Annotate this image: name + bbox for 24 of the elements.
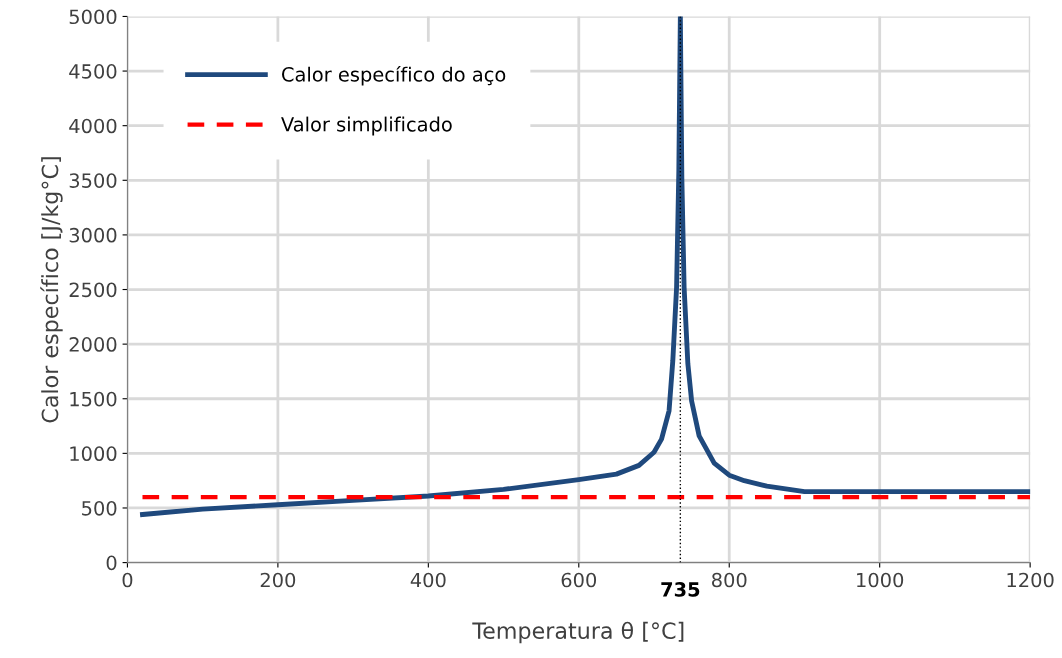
y-tick-label: 500 [82,500,117,516]
x-tick-label: 200 [260,572,296,588]
y-axis-title: Calor específico [J/kg°C] [40,157,63,423]
y-tick-label: 5000 [69,9,117,25]
y-tick-label: 4000 [69,118,117,134]
x-tick-label: 800 [712,572,747,588]
y-tick-label: 1000 [70,446,117,462]
x-tick-label: 400 [410,572,446,588]
legend-label: Calor específico do aço [282,65,506,86]
legend-label: Valor simplificado [281,116,452,136]
x-tick-label: 0 [122,572,133,588]
x-axis-title: Temperatura θ [°C] [472,621,684,644]
x-tick-label: 1200 [1007,572,1054,588]
x-tick-label: 600 [561,572,597,588]
y-tick-label: 2000 [69,337,117,352]
y-tick-label: 0 [106,555,117,571]
y-tick-label: 2500 [69,282,117,298]
y-tick-label: 3500 [69,173,117,188]
y-tick-label: 3000 [69,227,117,243]
ref-line-label: 735 [661,582,700,597]
y-tick-label: 4500 [69,64,117,79]
x-tick-label: 1000 [857,572,904,588]
y-tick-label: 1500 [70,391,117,407]
line-series [140,16,1031,517]
